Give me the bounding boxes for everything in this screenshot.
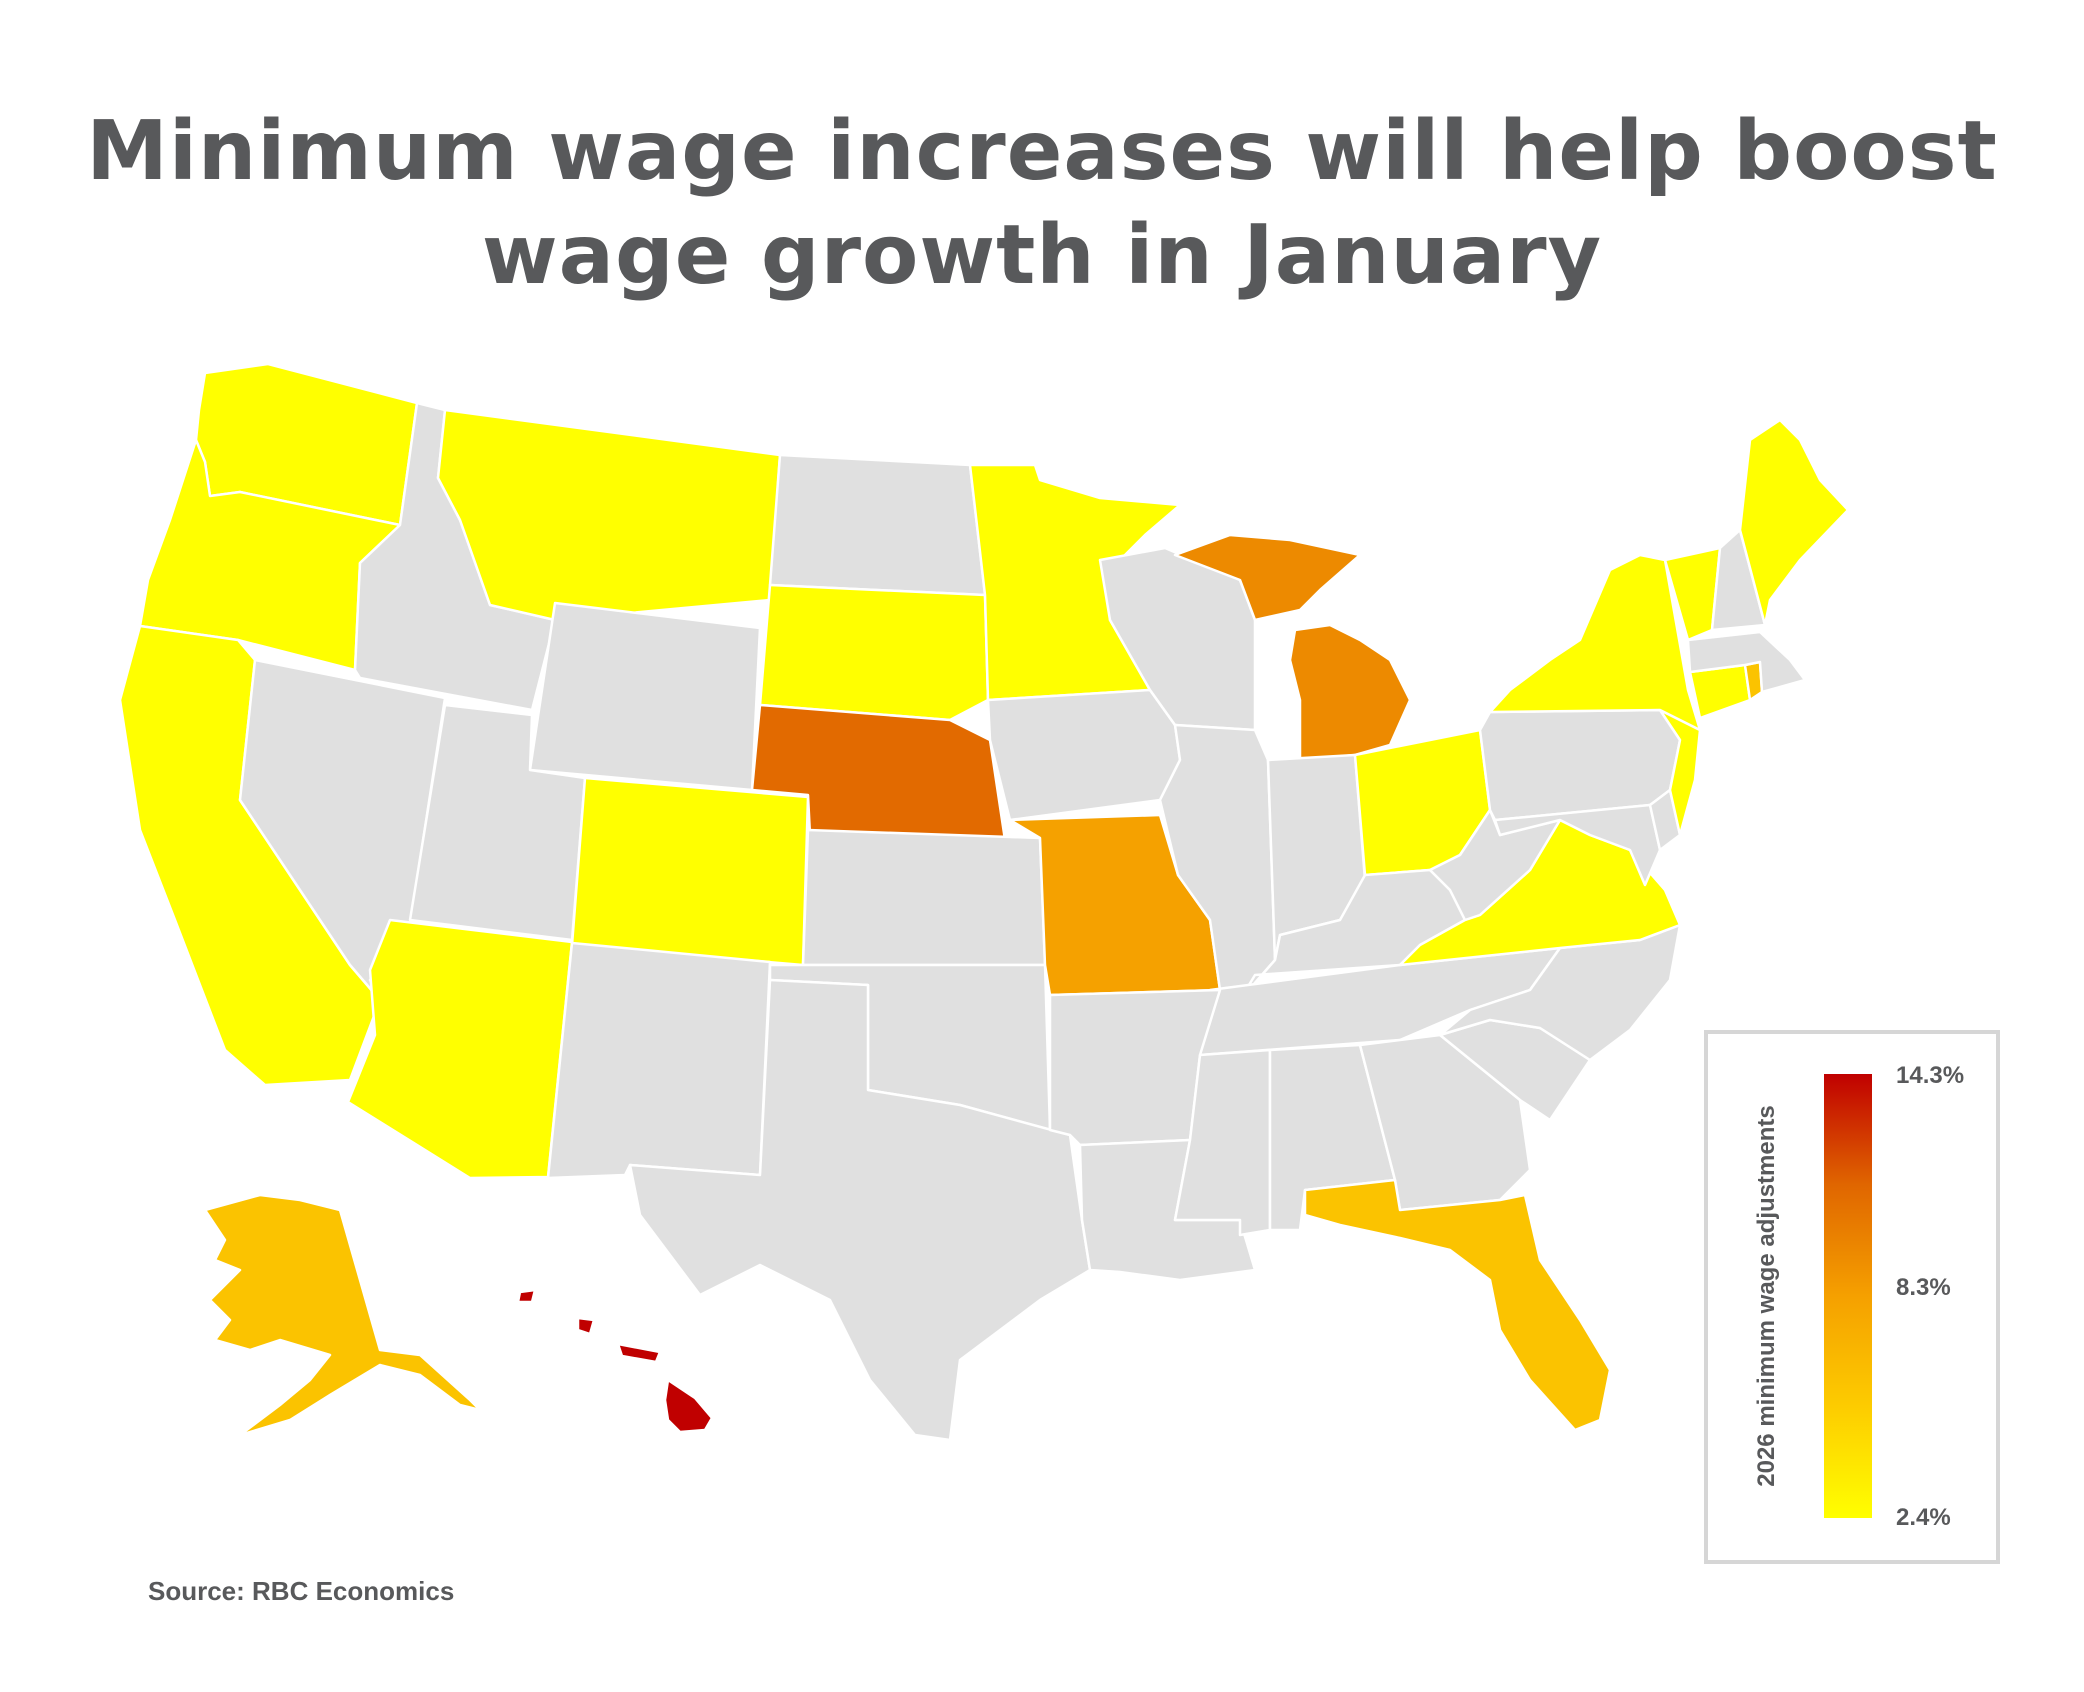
state-minnesota <box>968 463 1182 702</box>
state-south-dakota <box>758 583 990 722</box>
state-wyoming <box>528 601 762 792</box>
state-maine <box>1738 418 1850 627</box>
chart-title-line-1: Minimum wage increases will help boost <box>86 104 1998 199</box>
state-north-dakota <box>768 453 987 597</box>
state-new-york <box>1488 553 1702 732</box>
state-connecticut <box>1688 663 1752 720</box>
chart-title: Minimum wage increases will help boost w… <box>0 100 2084 308</box>
state-alaska <box>203 1193 482 1437</box>
state-michigan <box>1173 533 1412 762</box>
legend-title: 2026 minimum wage adjustments <box>1753 1105 1780 1487</box>
legend-min-label: 2.4% <box>1896 1504 1951 1531</box>
state-florida <box>1303 1178 1612 1432</box>
state-montana <box>436 408 782 622</box>
state-north-carolina <box>1438 923 1682 1062</box>
state-colorado <box>570 776 810 967</box>
state-massachusetts <box>1686 630 1807 694</box>
chart-title-line-2: wage growth in January <box>481 208 1603 303</box>
state-kansas <box>801 828 1047 967</box>
legend-mid-label: 8.3% <box>1896 1274 1951 1301</box>
state-west-virginia <box>1428 808 1562 922</box>
state-hawaii <box>516 1288 714 1434</box>
source-note: Source: RBC Economics <box>148 1576 455 1606</box>
color-legend: 2026 minimum wage adjustments 14.3% 8.3%… <box>1704 1030 2000 1564</box>
state-arizona <box>346 918 574 1180</box>
state-new-mexico <box>546 941 772 1180</box>
legend-max-label: 14.3% <box>1896 1062 1965 1089</box>
legend-color-ramp <box>1824 1074 1872 1518</box>
state-iowa <box>986 688 1182 822</box>
